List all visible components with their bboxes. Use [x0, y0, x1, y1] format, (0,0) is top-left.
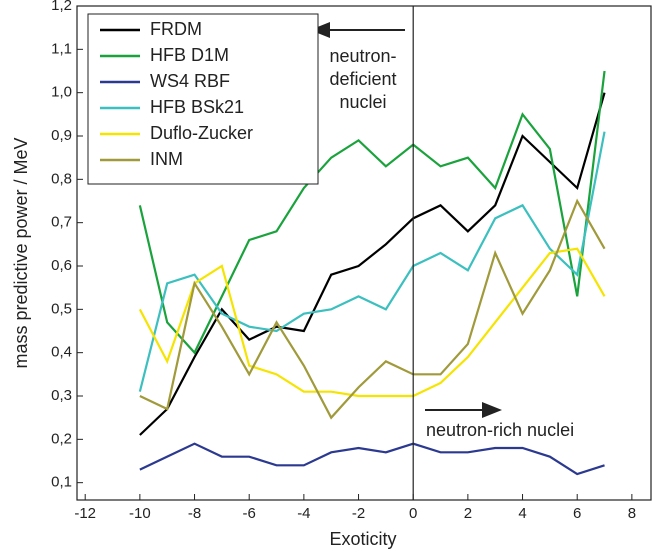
y-tick-label: 0,4 — [51, 344, 72, 361]
y-tick-label: 1,0 — [51, 84, 72, 101]
y-tick-label: 0,3 — [51, 387, 72, 404]
arrowhead — [310, 22, 330, 38]
legend-label: WS4 RBF — [150, 71, 230, 91]
y-tick-label: 0,2 — [51, 430, 72, 447]
series-line — [139, 442, 605, 476]
y-tick-label: 0,7 — [51, 214, 72, 231]
x-tick-label: -2 — [352, 505, 365, 522]
legend-label: HFB D1M — [150, 45, 229, 65]
x-axis-label: Exoticity — [329, 529, 396, 549]
x-tick-label: -4 — [297, 505, 310, 522]
y-tick-label: 0,5 — [51, 300, 72, 317]
y-tick-label: 1,1 — [51, 40, 72, 57]
legend-label: HFB BSk21 — [150, 97, 244, 117]
series-line — [138, 131, 606, 392]
y-tick-label: 0,8 — [51, 170, 72, 187]
plot-frame — [76, 5, 652, 501]
annotation: nuclei — [339, 92, 386, 112]
x-tick-label: 8 — [628, 505, 636, 522]
arrowhead — [482, 402, 502, 418]
x-tick-label: -10 — [129, 505, 151, 522]
annotation: neutron- — [329, 46, 396, 66]
legend-frame — [87, 13, 319, 185]
annotations: neutron- deficient nuclei neutron-rich n… — [310, 22, 574, 440]
x-tick-label: -12 — [74, 505, 96, 522]
series-line — [138, 247, 606, 398]
x-tick-label: 0 — [409, 505, 417, 522]
legend-label: FRDM — [150, 19, 202, 39]
x-tick-label: -6 — [243, 505, 256, 522]
plot — [138, 70, 606, 476]
x-tick-label: 4 — [518, 505, 526, 522]
series-line — [139, 198, 606, 420]
annotation: deficient — [329, 69, 396, 89]
x-tick-label: -8 — [188, 505, 201, 522]
x-tick-label: 6 — [573, 505, 581, 522]
y-tick-label: 1,2 — [51, 0, 72, 14]
series-line — [139, 92, 606, 436]
legend-label: INM — [150, 149, 183, 169]
y-axis-label: mass predictive power / MeV — [11, 137, 31, 368]
annotation: neutron-rich nuclei — [426, 420, 574, 440]
y-tick-label: 0,9 — [51, 127, 72, 144]
legend-label: Duflo-Zucker — [150, 123, 253, 143]
y-tick-label: 0,6 — [51, 257, 72, 274]
y-tick-label: 0,1 — [51, 474, 72, 491]
x-tick-label: 2 — [464, 505, 472, 522]
